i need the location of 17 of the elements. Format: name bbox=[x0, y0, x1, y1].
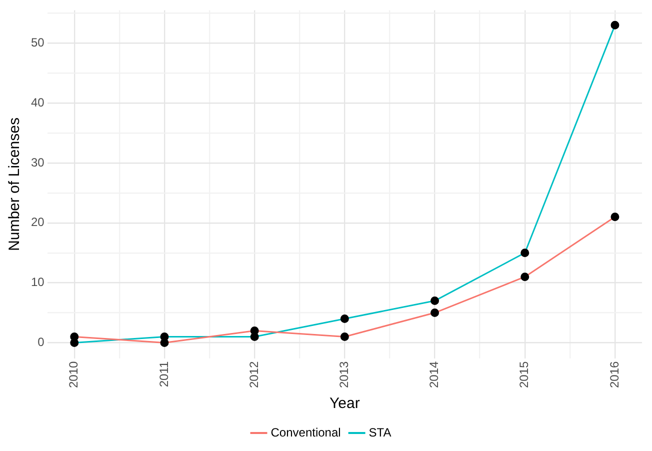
y-tick-label: 20 bbox=[30, 215, 45, 230]
legend-label: Conventional bbox=[270, 425, 341, 440]
y-tick-label: 0 bbox=[38, 335, 45, 350]
legend-label: STA bbox=[368, 425, 392, 440]
x-tick-label: 2010 bbox=[66, 360, 81, 388]
x-tick-label: 2013 bbox=[336, 360, 351, 388]
x-tick-label: 2016 bbox=[607, 360, 622, 388]
y-axis-title: Number of Licenses bbox=[6, 118, 24, 251]
x-tick-label: 2014 bbox=[427, 360, 442, 388]
y-tick-label: 50 bbox=[30, 35, 45, 50]
x-tick-label: 2012 bbox=[246, 360, 261, 388]
y-tick-label: 30 bbox=[30, 155, 45, 170]
x-axis-title: Year bbox=[330, 395, 360, 412]
y-tick-label: 10 bbox=[30, 275, 45, 290]
x-tick-label: 2015 bbox=[517, 360, 532, 388]
y-tick-label: 40 bbox=[30, 95, 45, 110]
x-tick-label: 2011 bbox=[156, 360, 171, 388]
